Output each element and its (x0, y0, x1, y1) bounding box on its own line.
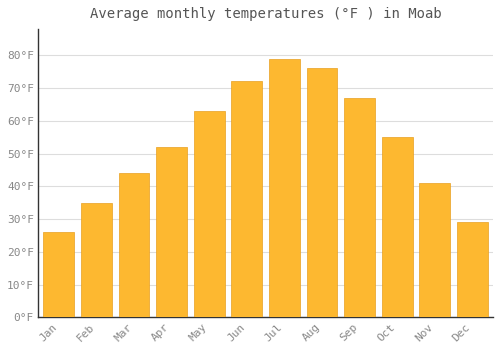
Bar (194, 111, 224, 317)
Bar (382, 137, 412, 317)
Bar (344, 98, 375, 317)
Bar (156, 147, 187, 317)
Bar (306, 68, 338, 317)
Bar (457, 223, 488, 317)
Bar (232, 82, 262, 317)
Title: Average monthly temperatures (°F ) in Moab: Average monthly temperatures (°F ) in Mo… (90, 7, 442, 21)
Bar (118, 173, 150, 317)
Bar (420, 183, 450, 317)
Bar (269, 58, 300, 317)
Bar (81, 203, 112, 317)
Bar (44, 232, 74, 317)
